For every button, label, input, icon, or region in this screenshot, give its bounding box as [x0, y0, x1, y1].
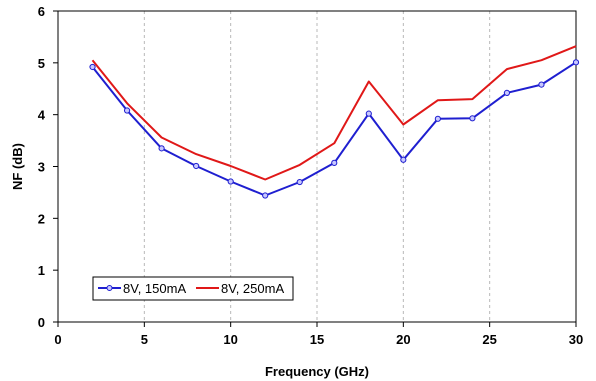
- series-line-8v-150ma: [91, 61, 577, 197]
- x-axis-ticks: 0 5 10 15 20 25 30: [54, 322, 583, 347]
- x-tick-label-30: 30: [569, 332, 583, 347]
- x-tick-label-25: 25: [482, 332, 496, 347]
- point-8v-150ma-28: [538, 81, 545, 88]
- series-layer: [89, 45, 580, 199]
- y-tick-label-6: 6: [38, 4, 45, 19]
- x-axis-title: Frequency (GHz): [265, 364, 369, 379]
- series-line-8v-250ma: [91, 45, 577, 181]
- y-tick-label-2: 2: [38, 211, 45, 226]
- point-8v-150ma-10: [227, 178, 234, 185]
- y-tick-label-4: 4: [38, 108, 46, 123]
- point-8v-150ma-24: [469, 115, 476, 122]
- point-8v-150ma-4: [123, 107, 131, 114]
- legend: 8V, 150mA 8V, 250mA: [92, 276, 294, 301]
- y-tick-label-0: 0: [38, 315, 45, 330]
- y-axis-ticks: 0 1 2 3 4 5 6: [38, 4, 58, 330]
- point-8v-150ma-26: [503, 89, 511, 96]
- point-8v-150ma-2: [89, 63, 96, 71]
- legend-box: [92, 276, 294, 301]
- legend-marker-8v-150ma: [106, 285, 113, 291]
- legend-label-8v-250ma: 8V, 250mA: [221, 281, 284, 296]
- y-tick-label-3: 3: [38, 160, 45, 175]
- legend-label-8v-150ma: 8V, 150mA: [123, 281, 186, 296]
- x-tick-label-5: 5: [141, 332, 148, 347]
- point-8v-150ma-18: [365, 110, 372, 117]
- point-8v-150ma-20: [400, 156, 407, 163]
- point-8v-150ma-16: [331, 159, 338, 166]
- point-8v-150ma-14: [296, 178, 303, 186]
- x-tick-label-0: 0: [54, 332, 61, 347]
- grid: [143, 11, 491, 322]
- y-tick-label-5: 5: [38, 56, 45, 71]
- x-tick-label-15: 15: [310, 332, 324, 347]
- y-axis-title: NF (dB): [10, 143, 25, 190]
- y-tick-label-1: 1: [38, 263, 45, 278]
- point-8v-150ma-6: [158, 145, 165, 152]
- x-tick-label-20: 20: [396, 332, 410, 347]
- x-tick-label-10: 10: [223, 332, 237, 347]
- point-8v-150ma-8: [193, 162, 200, 170]
- point-8v-150ma-12: [262, 192, 269, 199]
- point-8v-150ma-22: [434, 115, 441, 122]
- point-8v-150ma-30: [572, 59, 580, 66]
